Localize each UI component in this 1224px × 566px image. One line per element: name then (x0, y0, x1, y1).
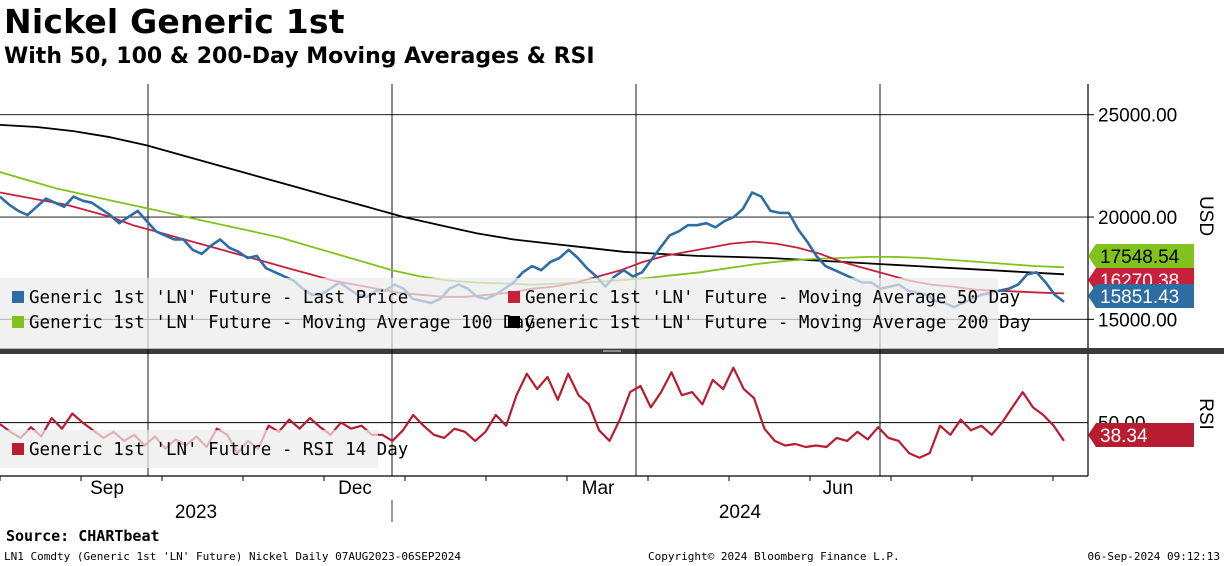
legend-label-ma100[interactable]: Generic 1st 'LN' Future - Moving Average… (29, 313, 535, 333)
y-tick-label: 25000.00 (1098, 106, 1177, 127)
last-value-tag-last-price: 15851.43 (1088, 284, 1194, 308)
chart-title: Nickel Generic 1st (4, 2, 345, 41)
rsi-axis-title: RSI (1195, 398, 1216, 430)
last-value-tag-last-price-text: 15851.43 (1100, 287, 1179, 308)
last-value-tag-rsi-bg (1088, 423, 1194, 447)
x-year-label: 2023 (175, 502, 217, 523)
panel-divider-grip[interactable] (603, 350, 621, 352)
legend-swatch-last-price (12, 291, 24, 303)
legend-label-rsi[interactable]: Generic 1st 'LN' Future - RSI 14 Day (29, 440, 408, 460)
chart-subtitle: With 50, 100 & 200-Day Moving Averages &… (4, 44, 595, 69)
x-tick-label: Sep (90, 478, 124, 499)
x-tick-label: Mar (582, 478, 615, 499)
rsi-legend-box (0, 430, 378, 468)
legend-swatch-rsi (12, 443, 24, 455)
legend-label-ma50[interactable]: Generic 1st 'LN' Future - Moving Average… (525, 288, 1020, 308)
legend-label-ma200[interactable]: Generic 1st 'LN' Future - Moving Average… (525, 313, 1031, 333)
source-note: Source: CHARTbeat (6, 527, 160, 545)
chart-canvas: Generic 1st 'LN' Future - Last Price Gene… (0, 84, 1224, 523)
last-value-tag-ma100: 17548.54 (1088, 244, 1194, 268)
x-tick-label: Jun (823, 478, 854, 499)
legend-swatch-ma200 (508, 316, 520, 328)
last-value-tag-ma100-text: 17548.54 (1100, 247, 1180, 268)
x-year-label: 2024 (719, 502, 762, 523)
copyright-note: Copyright© 2024 Bloomberg Finance L.P. (648, 550, 900, 563)
last-value-tag-rsi-text: 38.34 (1100, 426, 1148, 447)
series-line-ma200[interactable] (0, 124, 1065, 276)
legend-label-last-price[interactable]: Generic 1st 'LN' Future - Last Price (29, 288, 408, 308)
legend-swatch-ma100 (12, 316, 24, 328)
timestamp: 06-Sep-2024 09:12:13 (1087, 550, 1220, 563)
y-axis-title: USD (1195, 196, 1216, 236)
series-line-ma100[interactable] (0, 171, 1065, 286)
last-value-tag-last-price-bg (1088, 284, 1194, 308)
legend-swatch-ma50 (508, 291, 520, 303)
price-legend-box (0, 278, 998, 349)
last-value-tag-rsi: 38.34 (1088, 423, 1194, 447)
y-tick-label: 15000.00 (1098, 310, 1177, 331)
x-tick-label: Dec (338, 478, 372, 499)
ticker-info: LN1 Comdty (Generic 1st 'LN' Future) Nic… (4, 550, 461, 563)
last-value-tag-ma100-bg (1088, 244, 1194, 268)
y-tick-label: 20000.00 (1098, 208, 1177, 229)
